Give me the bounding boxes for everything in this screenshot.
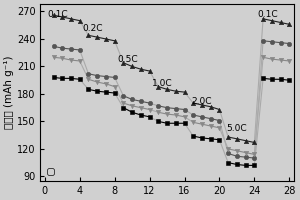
Text: 0.1C: 0.1C: [257, 10, 278, 19]
Y-axis label: 比容量 (mAh g⁻¹): 比容量 (mAh g⁻¹): [4, 56, 14, 129]
Text: 0.5C: 0.5C: [117, 55, 138, 64]
Text: 0.1C: 0.1C: [47, 10, 68, 19]
Text: 0.2C: 0.2C: [82, 24, 103, 33]
Text: 5.0C: 5.0C: [226, 124, 247, 133]
Legend: : [47, 168, 54, 175]
Text: 2.0C: 2.0C: [191, 97, 212, 106]
Text: 1.0C: 1.0C: [152, 79, 173, 88]
